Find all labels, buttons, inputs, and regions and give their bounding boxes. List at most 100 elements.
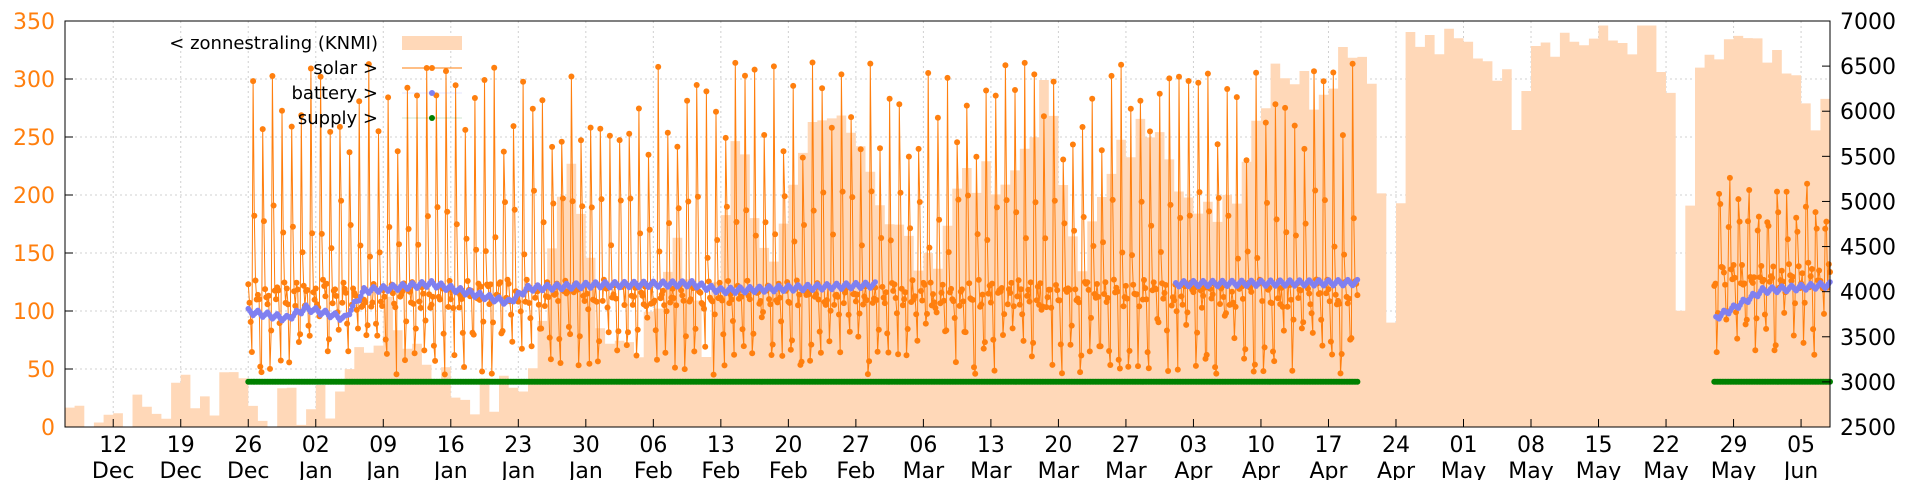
solar-point: [322, 293, 329, 300]
solar-point: [1130, 281, 1137, 288]
solar-point: [943, 327, 950, 334]
solar-point: [462, 126, 469, 133]
solar-point: [1781, 309, 1788, 316]
x-tick-month: Feb: [634, 459, 673, 480]
solar-point: [1229, 288, 1235, 295]
solar-point: [895, 351, 902, 358]
solar-point: [1192, 362, 1199, 369]
solar-point: [959, 286, 965, 293]
solar-point: [344, 320, 351, 327]
solar-point: [1049, 361, 1056, 368]
solar-point: [710, 371, 717, 378]
solar-point: [328, 245, 335, 252]
solar-point: [884, 330, 891, 337]
axes-layer: 0501001502002503003502500300035004000450…: [13, 10, 1896, 484]
solar-point: [1177, 214, 1184, 221]
solar-point: [823, 297, 830, 304]
solar-point: [386, 224, 393, 230]
y-right-tick-label: 3500: [1840, 326, 1896, 351]
solar-point: [881, 300, 888, 307]
supply-series-layer: [245, 378, 1833, 385]
solar-point: [962, 329, 969, 336]
solar-point: [1144, 349, 1151, 356]
solar-point: [606, 132, 613, 139]
solar-point: [1069, 141, 1076, 148]
solar-point: [1212, 364, 1219, 371]
solar-point: [1743, 316, 1750, 323]
solar-point: [575, 362, 582, 369]
solar-point: [576, 333, 583, 340]
solar-point: [414, 92, 420, 99]
solar-point: [443, 68, 449, 75]
solar-point: [545, 294, 552, 301]
solar-point: [839, 188, 846, 195]
solar-point: [1318, 316, 1325, 323]
solar-point: [473, 246, 480, 253]
solar-point: [1734, 335, 1741, 342]
y-left-tick-label: 300: [13, 68, 55, 93]
solar-point: [616, 137, 623, 144]
solar-point: [481, 77, 488, 83]
solar-point: [1022, 235, 1029, 242]
solar-point: [1330, 69, 1337, 76]
solar-point: [362, 299, 369, 306]
solar-point: [499, 328, 506, 334]
solar-point: [599, 297, 606, 304]
solar-point: [739, 326, 746, 333]
solar-point: [567, 331, 574, 338]
solar-point: [470, 331, 477, 338]
solar-point: [738, 293, 745, 300]
solar-point: [1160, 295, 1167, 302]
solar-point: [892, 295, 899, 301]
solar-point: [1206, 208, 1213, 215]
solar-point: [896, 101, 903, 108]
solar-point: [293, 279, 300, 286]
x-tick-day: 13: [707, 433, 735, 458]
solar-point: [434, 204, 441, 211]
solar-point: [931, 299, 938, 306]
solar-point: [1167, 201, 1174, 208]
x-tick-month: Jan: [499, 459, 535, 480]
solar-point: [1250, 368, 1257, 375]
solar-point: [1716, 190, 1723, 197]
x-tick-day: 27: [842, 433, 870, 458]
solar-point: [691, 348, 698, 355]
solar-point: [396, 241, 402, 248]
solar-point: [453, 221, 460, 228]
solar-point: [891, 281, 898, 288]
solar-point: [854, 291, 861, 298]
solar-point: [1298, 325, 1305, 332]
solar-point: [863, 297, 870, 304]
solar-point: [585, 306, 592, 313]
solar-point: [364, 322, 371, 329]
solar-point: [1043, 304, 1050, 311]
x-tick-day: 15: [1585, 433, 1613, 458]
solar-point: [661, 302, 668, 309]
solar-point: [828, 124, 835, 131]
solar-point: [273, 296, 279, 303]
solar-point: [980, 345, 987, 352]
solar-point: [963, 102, 970, 109]
solar-point: [674, 143, 681, 150]
solar-point: [505, 280, 512, 287]
solar-point: [593, 298, 600, 305]
solar-point: [902, 289, 909, 296]
solar-point: [1120, 303, 1127, 310]
solar-point: [1007, 289, 1014, 296]
solar-point: [1042, 235, 1049, 242]
solar-point: [1176, 73, 1182, 80]
solar-point: [1020, 337, 1027, 344]
solar-point: [669, 285, 676, 292]
solar-point: [694, 193, 701, 200]
solar-point: [954, 139, 961, 146]
x-tick-month: Dec: [92, 459, 135, 480]
solar-point: [300, 282, 307, 289]
solar-point: [864, 371, 871, 378]
solar-point: [490, 319, 496, 326]
solar-point: [940, 297, 947, 304]
solar-point: [1056, 297, 1063, 304]
solar-point: [549, 143, 556, 150]
solar-point: [317, 73, 324, 80]
solar-point: [1770, 263, 1777, 270]
